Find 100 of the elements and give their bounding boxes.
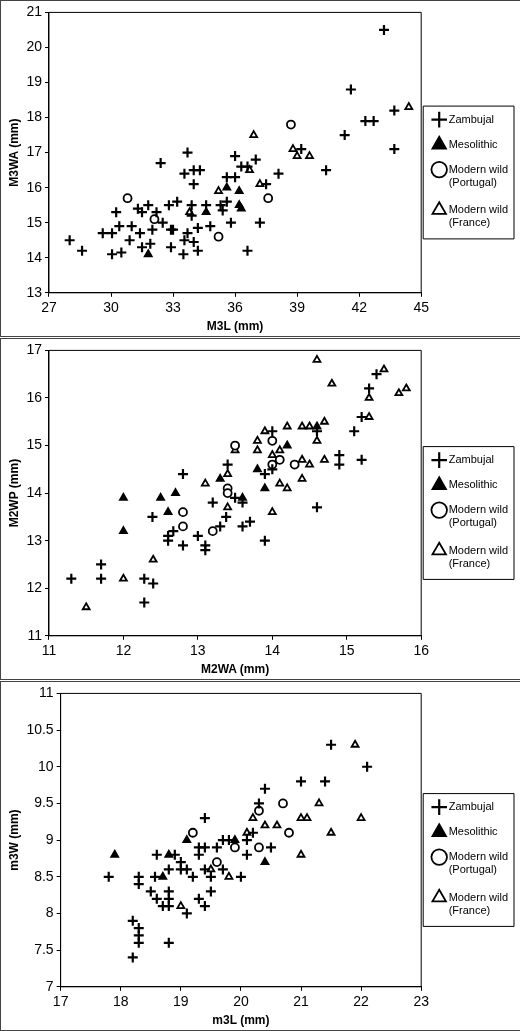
point [305, 421, 314, 430]
point [282, 483, 292, 492]
x-tick-label: 20 [233, 993, 249, 1010]
point [178, 521, 188, 532]
point [258, 467, 271, 481]
point [320, 454, 329, 463]
point [163, 507, 173, 516]
y-tick-label: 13 [26, 531, 43, 548]
y-tick-label: 8.5 [34, 867, 54, 884]
y-tick-label: 18 [26, 108, 43, 125]
point [258, 534, 271, 547]
point [234, 870, 248, 883]
point [65, 572, 78, 585]
point [312, 435, 322, 444]
point [180, 907, 193, 920]
x-tick-label: 39 [289, 299, 306, 316]
y-tick-label: 14 [26, 248, 43, 265]
point [394, 388, 404, 397]
point [253, 445, 262, 454]
point [246, 826, 260, 839]
point [260, 483, 270, 492]
x-tick-label: 18 [112, 993, 129, 1010]
point [305, 459, 314, 468]
point [191, 529, 204, 543]
y-tick-label: 7 [45, 977, 54, 994]
point [110, 849, 120, 858]
point [289, 459, 300, 470]
point [355, 410, 368, 424]
legend-label: Modern wild (France) [448, 890, 509, 916]
point [164, 849, 174, 858]
point [206, 496, 219, 509]
point [379, 364, 389, 373]
point [94, 558, 108, 571]
x-tick-label: 27 [41, 299, 57, 316]
legend-label: Mesolithic [448, 478, 499, 491]
y-tick-label: 9.5 [34, 794, 54, 811]
point [370, 368, 383, 381]
point [333, 448, 346, 462]
point [158, 871, 168, 880]
point [223, 502, 233, 511]
point [210, 841, 223, 854]
point [284, 827, 294, 838]
point [253, 464, 262, 473]
point [148, 554, 158, 563]
legend-label: Modern wild (France) [448, 203, 509, 229]
x-tick-label: 36 [227, 299, 244, 316]
point [119, 526, 128, 535]
x-tick-label: 42 [351, 299, 368, 316]
point [267, 450, 277, 458]
point [102, 870, 115, 883]
point [81, 602, 91, 611]
point [119, 492, 128, 501]
point [312, 355, 322, 363]
point [364, 412, 374, 420]
point [119, 573, 128, 582]
point [201, 207, 211, 216]
point [126, 951, 139, 964]
point [266, 425, 279, 438]
point [364, 393, 374, 401]
point [282, 421, 292, 430]
point [162, 863, 175, 876]
point [207, 526, 218, 537]
point [348, 425, 361, 438]
point [350, 739, 360, 748]
point [288, 144, 298, 152]
point [230, 440, 240, 451]
y-axis-title: m3W (mm) [6, 809, 21, 871]
point [162, 936, 175, 949]
point [266, 463, 279, 476]
y-tick-label: 21 [26, 3, 43, 20]
point [249, 130, 259, 138]
y-tick-label: 17 [26, 341, 43, 358]
x-tick-label: 45 [413, 299, 430, 316]
point [326, 827, 336, 836]
point [258, 782, 272, 795]
legend-label: Zambujal [448, 453, 494, 466]
point [254, 805, 264, 816]
y-tick-label: 14 [26, 483, 43, 500]
point [236, 520, 249, 533]
point [404, 102, 414, 110]
point [150, 848, 163, 861]
point [275, 445, 285, 454]
x-tick-label: 12 [115, 642, 132, 659]
point [272, 820, 282, 829]
point [200, 478, 210, 487]
point [178, 507, 188, 518]
point [327, 378, 337, 387]
point [275, 478, 285, 487]
y-tick-label: 9 [45, 830, 54, 847]
y-axis-title: M2WP (mm) [6, 458, 21, 528]
legend-label: Modern wild (Portugal) [448, 503, 509, 529]
point [148, 870, 162, 883]
point [222, 488, 233, 498]
point [401, 383, 411, 392]
x-axis-title: m3L (mm) [212, 1013, 270, 1028]
point [222, 182, 232, 191]
point [356, 813, 366, 821]
point [192, 848, 205, 861]
point [122, 193, 133, 204]
point [187, 827, 198, 838]
